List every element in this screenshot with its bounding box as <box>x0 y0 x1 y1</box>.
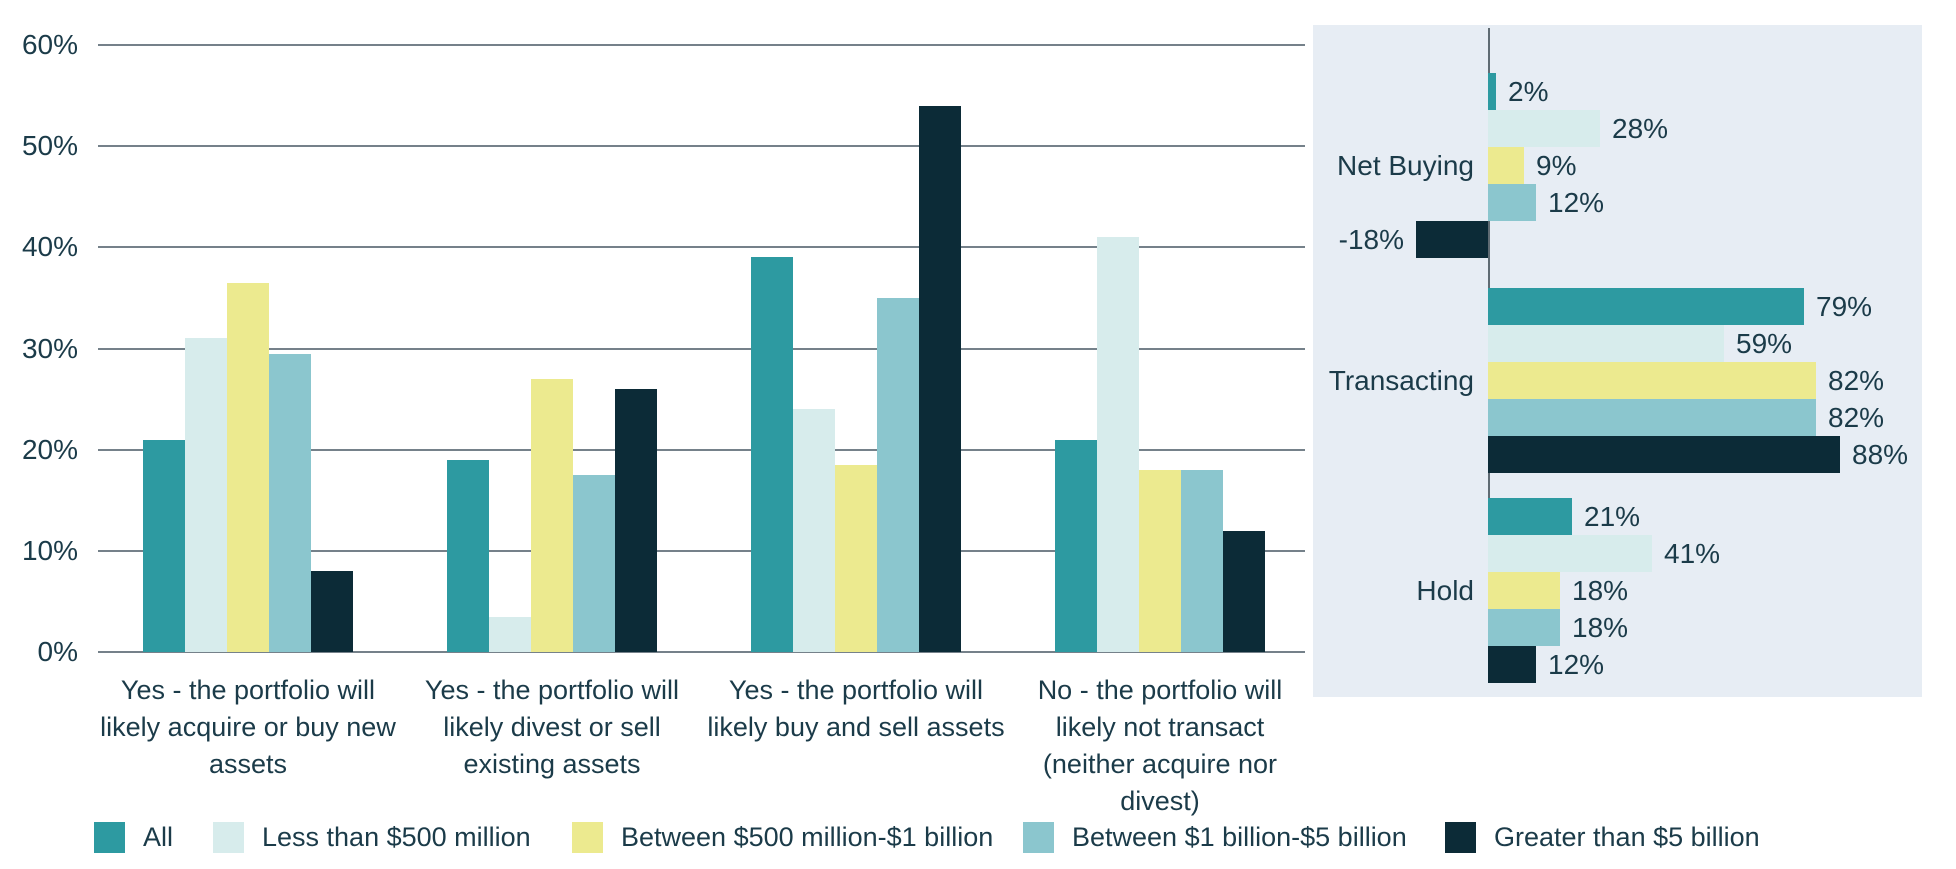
hbar-net-buying-series5 <box>1416 221 1488 258</box>
y-axis-tick-50%: 50% <box>21 130 78 162</box>
legend-swatch-4 <box>1023 822 1054 853</box>
bar-group4-series2 <box>1097 237 1139 652</box>
value-label-net-buying-series2: 28% <box>1612 113 1669 144</box>
gridline-30% <box>98 347 1305 350</box>
legend-item-3: Between $500 million-$1 billion <box>572 822 993 853</box>
value-label-transacting-series2: 59% <box>1736 328 1793 359</box>
value-label-hold-series2: 41% <box>1664 538 1721 569</box>
bar-group4-series5 <box>1223 530 1265 652</box>
hbar-transacting-series4 <box>1488 399 1816 436</box>
hbar-transacting-series1 <box>1488 288 1804 325</box>
legend-swatch-3 <box>572 822 603 853</box>
legend-item-5: Greater than $5 billion <box>1445 822 1760 853</box>
bar-group1-series2 <box>185 338 227 652</box>
hbar-net-buying-series3 <box>1488 147 1524 184</box>
legend-item-1: All <box>94 822 173 853</box>
bar-group2-series5 <box>615 388 657 652</box>
panel-category-label-3: Hold <box>1416 575 1474 606</box>
y-axis-tick-20%: 20% <box>21 433 78 465</box>
hbar-transacting-series2 <box>1488 325 1724 362</box>
legend: All Less than $500 million Between $500 mi… <box>0 822 1956 856</box>
legend-label-2: Less than $500 million <box>262 822 531 852</box>
bar-group-4 <box>1055 45 1265 652</box>
value-label-net-buying-series1: 2% <box>1508 76 1549 107</box>
panel-category-label-2: Transacting <box>1328 365 1474 396</box>
value-label-net-buying-series5: -18% <box>1338 224 1404 255</box>
bar-group4-series4 <box>1181 469 1223 652</box>
panel-category-label-1: Net Buying <box>1337 150 1474 181</box>
y-axis-tick-40%: 40% <box>21 231 78 263</box>
hbar-hold-series5 <box>1488 646 1536 683</box>
bar-group1-series4 <box>269 353 311 652</box>
bar-group-2 <box>447 45 657 652</box>
value-label-transacting-series5: 88% <box>1852 439 1909 470</box>
gridline-0% <box>98 651 1305 653</box>
hbar-net-buying-series1 <box>1488 73 1496 110</box>
bar-group2-series1 <box>447 459 489 652</box>
hbar-transacting-series3 <box>1488 362 1816 399</box>
hbar-transacting-series5 <box>1488 436 1840 473</box>
legend-label-3: Between $500 million-$1 billion <box>621 822 994 852</box>
category-label-3: Yes - the portfolio will likely buy and … <box>707 675 1005 742</box>
bar-group1-series5 <box>311 571 353 652</box>
gridline-60% <box>98 44 1305 46</box>
value-label-hold-series3: 18% <box>1572 575 1629 606</box>
bar-group3-series1 <box>751 257 793 652</box>
category-label-4: No - the portfolio will likely not trans… <box>1037 675 1283 816</box>
bar-group3-series4 <box>877 297 919 652</box>
hbar-net-buying-series2 <box>1488 110 1600 147</box>
value-label-transacting-series4: 82% <box>1828 402 1885 433</box>
category-label-2: Yes - the portfolio will likely divest o… <box>424 675 680 779</box>
bar-group4-series3 <box>1139 469 1181 652</box>
bar-group3-series3 <box>835 464 877 652</box>
bar-group2-series2 <box>489 616 531 652</box>
hbar-hold-series2 <box>1488 535 1652 572</box>
bar-group1-series3 <box>227 282 269 652</box>
gridline-50% <box>98 145 1305 148</box>
value-label-net-buying-series3: 9% <box>1536 150 1577 181</box>
bar-group4-series1 <box>1055 439 1097 652</box>
bar-group2-series3 <box>531 378 573 652</box>
hbar-hold-series4 <box>1488 609 1560 646</box>
legend-label-4: Between $1 billion-$5 billion <box>1072 822 1407 852</box>
bar-group-1 <box>143 45 353 652</box>
y-axis-tick-60%: 60% <box>21 29 78 60</box>
gridline-10% <box>98 549 1305 552</box>
bar-group2-series4 <box>573 474 615 652</box>
category-label-1: Yes - the portfolio will likely acquire … <box>100 675 396 779</box>
value-label-hold-series4: 18% <box>1572 612 1629 643</box>
y-axis-tick-10%: 10% <box>21 534 78 566</box>
legend-swatch-1 <box>94 822 125 853</box>
summary-horizontal-bar-panel: Net Buying 2% 28% 9% 12% -18% Transacting 79% 59… <box>1313 25 1922 697</box>
gridline-40% <box>98 246 1305 249</box>
hbar-hold-series3 <box>1488 572 1560 609</box>
y-axis-tick-30%: 30% <box>21 332 78 364</box>
bar-group3-series5 <box>919 105 961 652</box>
hbar-hold-series1 <box>1488 498 1572 535</box>
value-label-net-buying-series4: 12% <box>1548 187 1605 218</box>
bar-group3-series2 <box>793 409 835 652</box>
legend-item-4: Between $1 billion-$5 billion <box>1023 822 1407 853</box>
legend-item-2: Less than $500 million <box>213 822 531 853</box>
y-axis-tick-0%: 0% <box>37 636 78 667</box>
value-label-hold-series5: 12% <box>1548 649 1605 680</box>
legend-label-5: Greater than $5 billion <box>1494 822 1760 852</box>
legend-swatch-2 <box>213 822 244 853</box>
bar-group1-series1 <box>143 439 185 652</box>
hbar-net-buying-series4 <box>1488 184 1536 221</box>
legend-swatch-5 <box>1445 822 1476 853</box>
value-label-transacting-series3: 82% <box>1828 365 1885 396</box>
bar-group-3 <box>751 45 961 652</box>
legend-label-1: All <box>143 822 174 852</box>
value-label-transacting-series1: 79% <box>1816 291 1873 322</box>
value-label-hold-series1: 21% <box>1584 501 1641 532</box>
gridline-20% <box>98 448 1305 451</box>
